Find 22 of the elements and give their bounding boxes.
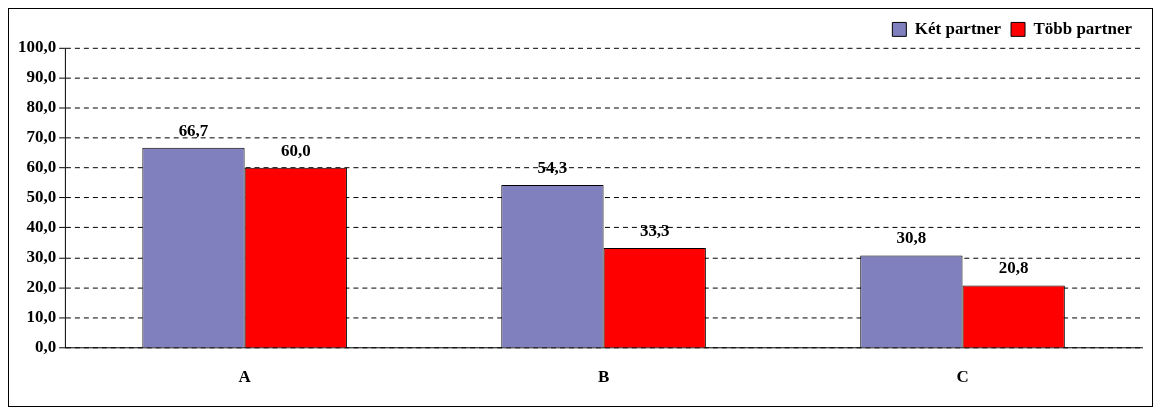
x-tick-label: B bbox=[597, 367, 610, 387]
y-tick-label: 30,0 bbox=[26, 247, 57, 267]
y-tick-label: 40,0 bbox=[26, 217, 57, 237]
legend-label: Két partner bbox=[914, 18, 1002, 38]
y-tick-label: 60,0 bbox=[26, 157, 57, 177]
data-label: 60,0 bbox=[280, 140, 311, 160]
data-label: 33,3 bbox=[639, 220, 670, 240]
data-label: 30,8 bbox=[896, 228, 927, 248]
data-label: 66,7 bbox=[178, 120, 209, 140]
x-tick-label: A bbox=[238, 367, 252, 387]
data-label: 20,8 bbox=[998, 258, 1029, 278]
legend-label: Több partner bbox=[1033, 18, 1133, 38]
x-tick-label: C bbox=[956, 367, 969, 387]
y-tick-label: 80,0 bbox=[26, 97, 57, 117]
y-tick-label: 100,0 bbox=[18, 37, 57, 57]
y-tick-label: 20,0 bbox=[26, 277, 57, 297]
y-tick-label: 10,0 bbox=[26, 307, 57, 327]
y-tick-label: 90,0 bbox=[26, 67, 57, 87]
data-label: 54,3 bbox=[537, 157, 568, 177]
y-tick-label: 50,0 bbox=[26, 187, 57, 207]
y-tick-label: 70,0 bbox=[26, 127, 57, 147]
y-tick-label: 0,0 bbox=[34, 337, 57, 357]
